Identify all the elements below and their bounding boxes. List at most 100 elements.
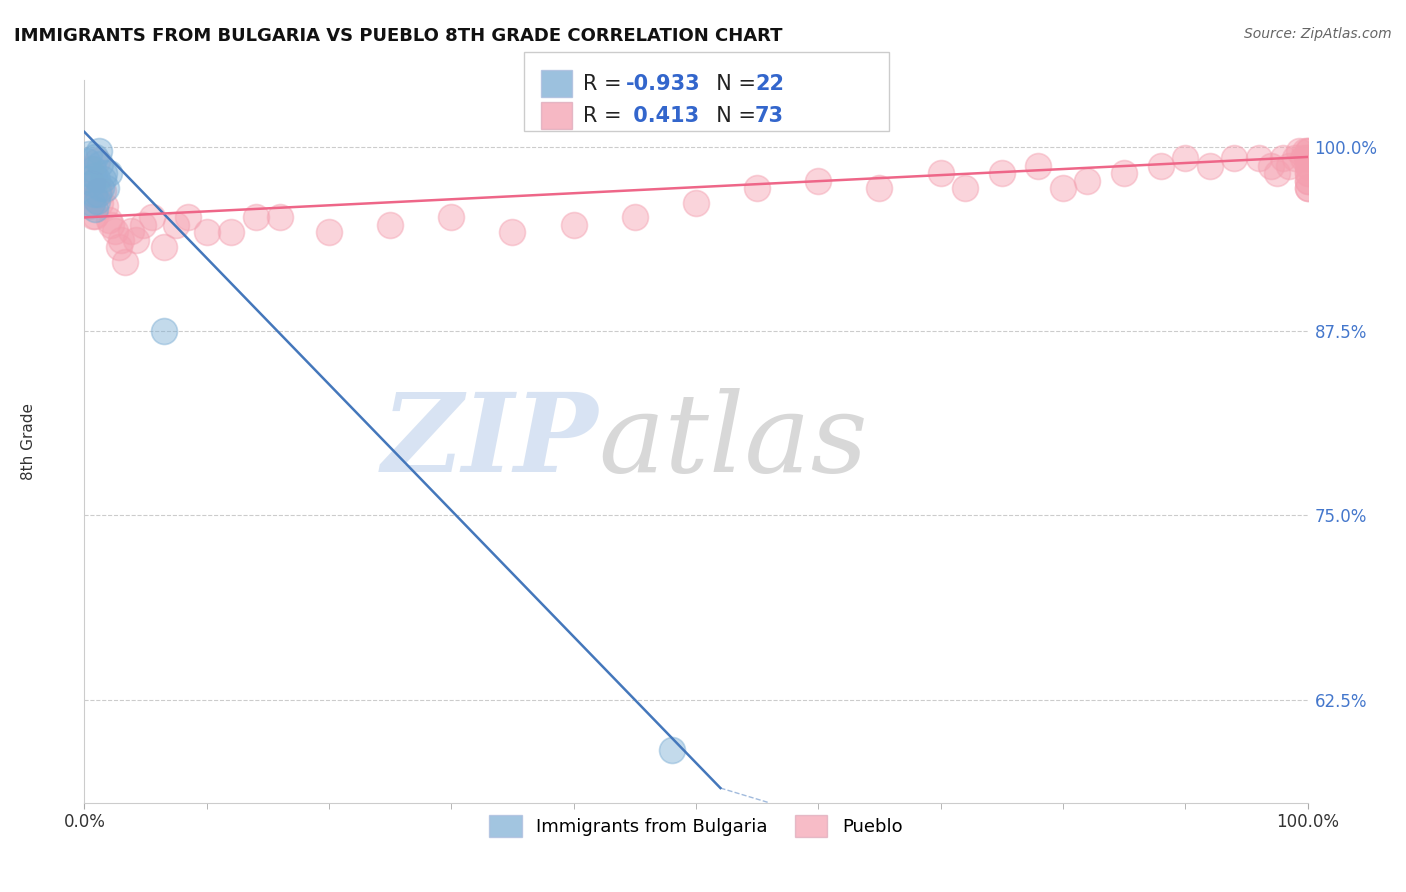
Point <box>87 184 110 198</box>
Point <box>125 233 148 247</box>
Text: IMMIGRANTS FROM BULGARIA VS PUEBLO 8TH GRADE CORRELATION CHART: IMMIGRANTS FROM BULGARIA VS PUEBLO 8TH G… <box>14 27 783 45</box>
Point <box>1296 166 1319 180</box>
Point <box>91 172 114 186</box>
Point <box>77 172 100 186</box>
Text: Source: ZipAtlas.com: Source: ZipAtlas.com <box>1244 27 1392 41</box>
Point <box>1296 152 1319 166</box>
Point <box>80 195 103 210</box>
Point <box>89 195 111 210</box>
Point <box>141 211 163 225</box>
Point <box>153 324 176 338</box>
Point <box>661 742 683 756</box>
Point <box>100 218 122 232</box>
Point <box>86 194 108 209</box>
Point <box>562 218 585 232</box>
Point <box>76 186 98 201</box>
Point <box>153 240 176 254</box>
Point <box>1150 159 1173 173</box>
Point <box>1296 152 1319 166</box>
Y-axis label: 8th Grade: 8th Grade <box>21 403 35 480</box>
Point <box>269 211 291 225</box>
Text: N =: N = <box>703 74 762 94</box>
Point <box>869 181 891 195</box>
Point <box>93 166 115 180</box>
Point <box>245 211 267 225</box>
Text: N =: N = <box>703 105 762 126</box>
Point <box>1223 152 1246 166</box>
Point <box>380 218 402 232</box>
Point <box>1076 173 1098 187</box>
Point <box>1296 159 1319 173</box>
Point <box>97 166 120 180</box>
Point <box>120 224 142 238</box>
Legend: Immigrants from Bulgaria, Pueblo: Immigrants from Bulgaria, Pueblo <box>482 808 910 845</box>
Point <box>90 181 112 195</box>
Point <box>929 166 952 180</box>
Point <box>82 161 104 176</box>
Point <box>1114 166 1136 180</box>
Point <box>77 199 100 213</box>
Point <box>87 144 110 158</box>
Text: 22: 22 <box>755 74 785 94</box>
Point <box>1292 152 1315 166</box>
Point <box>1296 144 1319 158</box>
Point <box>1265 166 1288 180</box>
Point <box>1296 181 1319 195</box>
Point <box>76 154 98 169</box>
Point <box>1296 144 1319 158</box>
Point <box>87 186 110 201</box>
Point <box>747 181 769 195</box>
Point <box>1174 152 1197 166</box>
Point <box>1272 152 1295 166</box>
Point <box>83 169 105 183</box>
Point <box>79 161 101 176</box>
Point <box>1294 144 1316 158</box>
Point <box>1296 166 1319 180</box>
Point <box>1278 159 1301 173</box>
Point <box>1296 159 1319 173</box>
Point <box>80 177 103 191</box>
Text: -0.933: -0.933 <box>626 74 700 94</box>
Point <box>1296 173 1319 187</box>
Point <box>685 195 707 210</box>
Point <box>89 157 111 171</box>
Point <box>195 225 218 239</box>
Point <box>110 233 132 247</box>
Point <box>86 154 108 169</box>
Point <box>132 218 155 232</box>
Point <box>84 209 107 223</box>
Point <box>1198 159 1220 173</box>
Text: ZIP: ZIP <box>381 388 598 495</box>
Point <box>94 199 117 213</box>
Text: R =: R = <box>583 105 628 126</box>
Point <box>1296 152 1319 166</box>
Point <box>219 225 242 239</box>
Point <box>1296 181 1319 195</box>
Point <box>1296 173 1319 187</box>
Point <box>953 181 976 195</box>
Point <box>83 191 105 205</box>
Point <box>104 224 127 238</box>
Point <box>1288 144 1310 158</box>
Point <box>91 184 114 198</box>
Point <box>502 225 524 239</box>
Point <box>177 211 200 225</box>
Point <box>1260 159 1282 173</box>
Text: 73: 73 <box>755 105 785 126</box>
Point <box>96 181 118 195</box>
Point <box>1052 181 1074 195</box>
Point <box>87 184 110 198</box>
Point <box>114 254 136 268</box>
Point <box>107 240 129 254</box>
Point <box>1247 152 1270 166</box>
Point <box>1284 152 1306 166</box>
Point <box>83 186 105 201</box>
Text: R =: R = <box>583 74 628 94</box>
Point <box>807 173 830 187</box>
Point <box>84 150 107 164</box>
Point <box>165 218 187 232</box>
Point <box>86 172 108 186</box>
Point <box>318 225 340 239</box>
Point <box>77 147 100 161</box>
Point <box>97 213 120 227</box>
